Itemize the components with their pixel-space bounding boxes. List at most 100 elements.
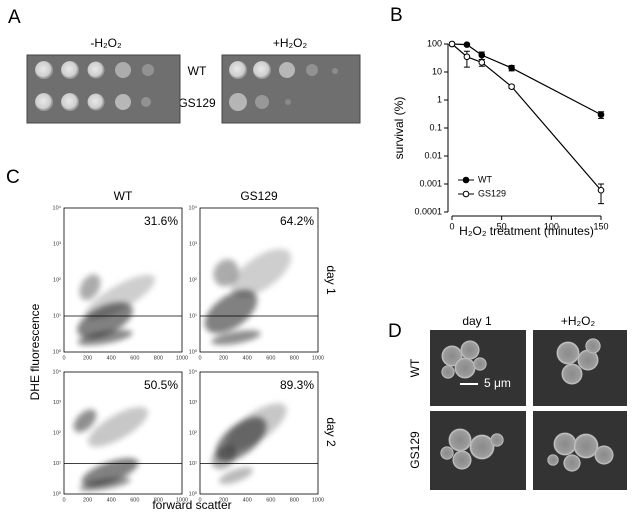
y-tick-label: 10¹ [53,313,61,319]
percentage: 31.6% [144,214,178,228]
panel-label: B [390,5,403,26]
x-tick-label: 50 [497,221,507,231]
y-tick-label: 10⁰ [189,490,198,497]
x-tick-label: 0 [62,355,65,361]
y-tick-label: 0.0001 [414,206,442,216]
density-region [79,274,101,301]
percentage: 64.2% [280,214,314,228]
data-point [448,40,456,48]
y-tick-label: 10⁰ [53,490,62,497]
x-tick-label: 400 [107,355,116,361]
y-tick-label: 10² [53,430,61,436]
density-region [218,467,254,485]
data-point [508,64,515,72]
density [204,248,292,345]
density-region [213,259,239,287]
plot-frame [63,371,183,495]
x-tick-label: 200 [219,355,228,361]
x-tick-label: 400 [243,497,252,503]
series-line [451,43,602,191]
x-tick-label: 1000 [312,497,324,503]
axis-label: DHE fluorescence [28,303,42,400]
y-axis-label: survival (%) [392,97,406,160]
panel-label: D [388,321,402,342]
x-tick-label: 0 [198,497,201,503]
y-tick-label: 10³ [53,400,61,406]
micrograph [533,330,627,406]
y-tick-label: 10¹ [189,461,197,467]
y-tick-label: 10⁴ [53,368,62,375]
x-tick-label: 800 [290,497,299,503]
x-tick-label: 200 [219,497,228,503]
density-region [225,403,287,451]
x-tick-label: 1000 [176,355,188,361]
row-label: GS129 [408,431,422,469]
y-tick-label: 10⁴ [189,204,198,211]
x-tick-label: 400 [243,355,252,361]
y-tick-label: 10¹ [189,313,197,319]
legend-marker [462,190,470,198]
y-tick-label: 10² [53,277,61,283]
y-tick-label: 0.1 [429,122,442,132]
data-point [478,51,486,59]
row-label: day 2 [324,417,338,447]
data-point [597,186,605,194]
column-label: +H₂O₂ [561,314,596,328]
micrograph [430,411,526,490]
y-tick-label: 10 [432,66,442,76]
x-axis-label: H₂O₂ treatment (minutes) [459,224,594,238]
x-tick-label: 800 [154,355,163,361]
percentage: 50.5% [144,378,178,392]
row-label: WT [408,358,422,377]
x-tick-label: 200 [83,355,92,361]
data-point [478,59,486,66]
y-tick-label: 0.001 [419,178,442,188]
column-label: WT [114,189,133,203]
legend-label: GS129 [478,188,506,198]
flow-plot: 10⁰ 10¹ 10² 10³ 10⁴ 0 200 400 600 800 1000 89.3% [189,368,325,503]
row-label: WT [188,64,207,78]
y-tick-label: 10¹ [53,461,61,467]
x-tick-label: 0 [62,497,65,503]
x-tick-label: 1000 [312,355,324,361]
plot-frame [199,207,319,353]
density [77,274,156,346]
x-tick-label: 0 [198,355,201,361]
y-tick-label: 10³ [189,241,197,247]
panel-label: A [8,7,21,28]
data-point [463,53,471,61]
y-tick-label: 10² [189,277,197,283]
plate-image [221,54,361,124]
x-tick-label: 200 [83,497,92,503]
x-tick-label: 100 [544,221,559,231]
density-region [73,409,97,433]
panel-label: C [6,167,20,188]
column-label: -H₂O₂ [90,36,122,50]
data-point [508,83,515,90]
x-tick-label: 800 [290,355,299,361]
plate-image [26,54,181,124]
micrograph [533,411,627,490]
y-tick-label: 10² [189,430,197,436]
x-tick-label: 400 [107,497,116,503]
row-label: day 1 [324,265,338,295]
flow-panels: 10⁰ 10¹ 10² 10³ 10⁴ 0 200 400 600 800 1000 31.6% 10⁰… [53,204,325,503]
density [211,403,287,485]
x-tick-label: 600 [130,355,139,361]
y-tick-label: 10⁰ [189,348,198,355]
y-tick-label: 10³ [189,400,197,406]
data-point [597,111,605,118]
data-point [463,41,471,48]
density-region [204,290,258,334]
y-tick-label: 10⁰ [53,348,62,355]
density [73,406,149,491]
density-region [77,329,133,346]
y-tick-label: 100 [427,38,442,48]
scale-bar-label: 5 μm [484,376,511,390]
y-tick-label: 1 [437,94,442,104]
flow-plot: 10⁰ 10¹ 10² 10³ 10⁴ 0 200 400 600 800 1000 50.5% [53,368,189,503]
y-tick-label: 10⁴ [189,368,198,375]
percentage: 89.3% [280,378,314,392]
x-tick-label: 600 [130,497,139,503]
